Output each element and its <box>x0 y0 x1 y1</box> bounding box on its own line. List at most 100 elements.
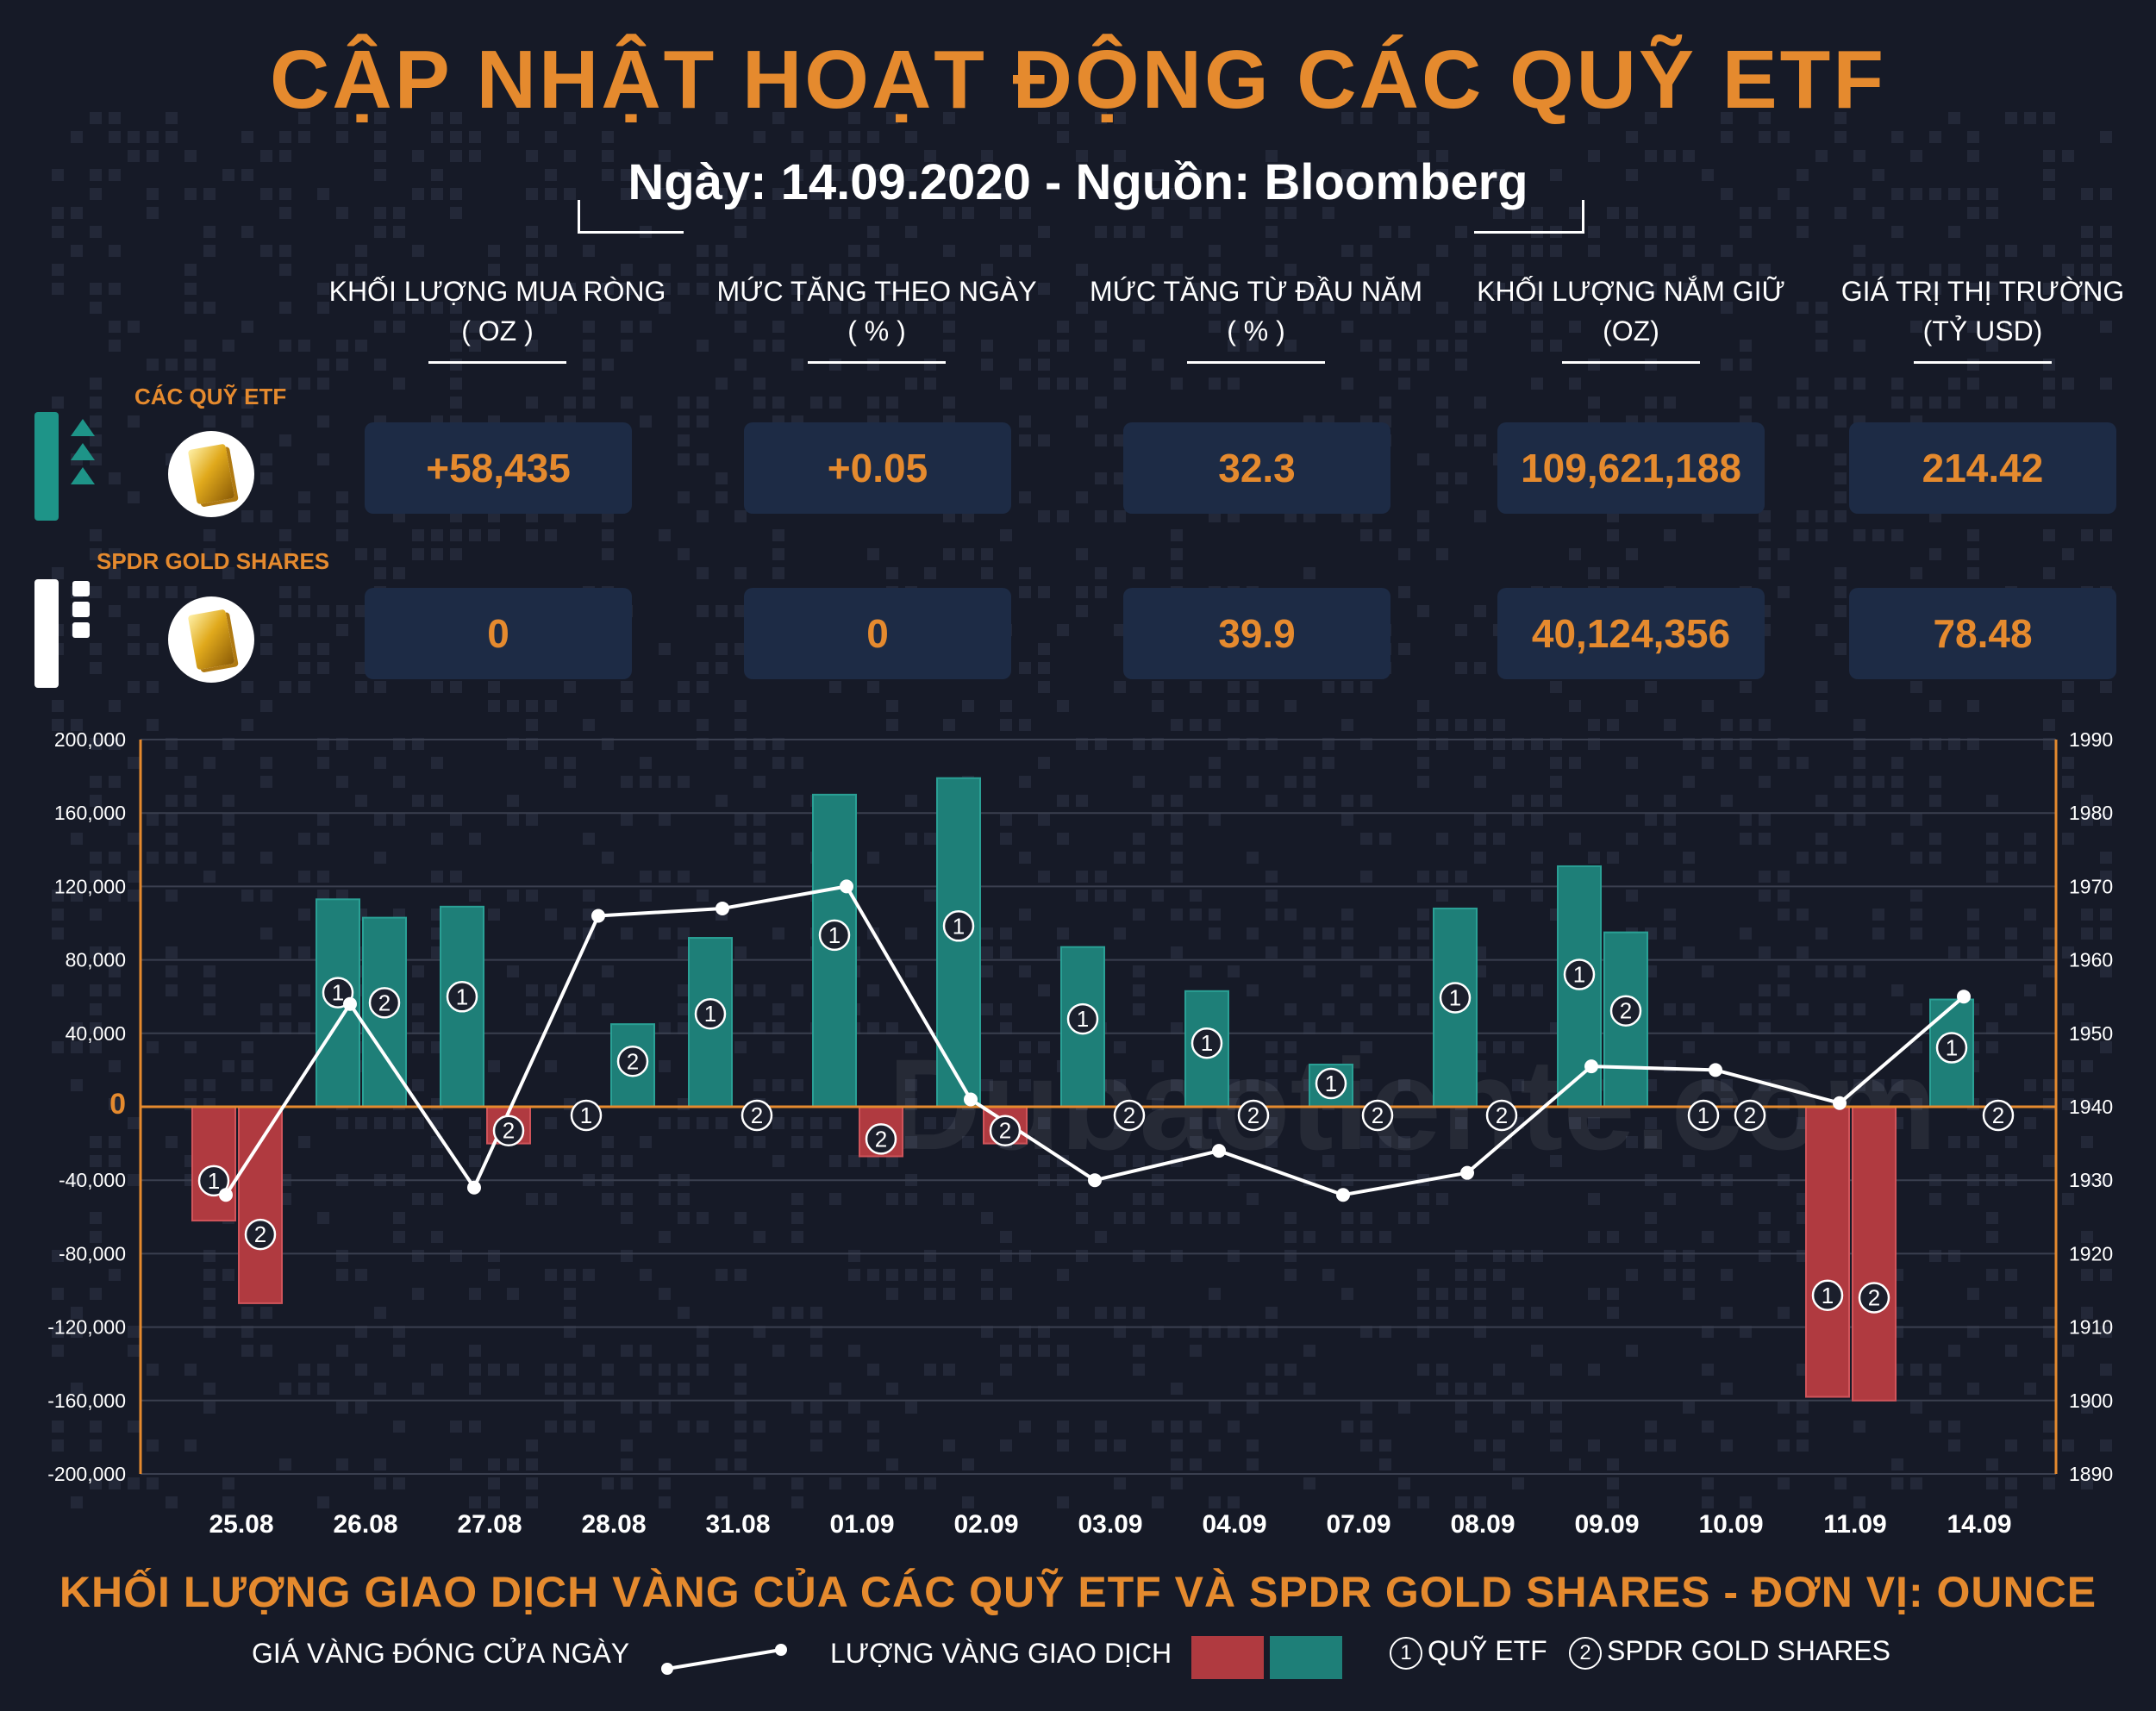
map-dot <box>1740 207 1752 219</box>
map-dot <box>526 340 538 352</box>
series-marker-label: 1 <box>1573 962 1585 988</box>
map-dot <box>1322 302 1334 314</box>
map-dot <box>1474 510 1486 522</box>
map-dot <box>1664 909 1676 921</box>
map-dot <box>374 548 386 560</box>
map-dot <box>1474 605 1486 617</box>
map-dot <box>1360 738 1372 750</box>
map-dot <box>241 131 253 143</box>
map-dot <box>1341 321 1353 333</box>
map-dot <box>1057 131 1069 143</box>
y-right-tick-label: 1920 <box>2069 1242 2113 1265</box>
map-dot <box>2043 738 2055 750</box>
map-dot <box>260 245 272 257</box>
map-dot <box>1815 529 1828 541</box>
map-dot <box>1247 1079 1259 1091</box>
map-dot <box>1683 871 1695 883</box>
map-dot <box>1759 131 1771 143</box>
map-dot <box>1815 700 1828 712</box>
map-dot <box>1417 757 1429 769</box>
map-dot <box>241 169 253 181</box>
map-dot <box>734 757 747 769</box>
map-dot <box>564 927 576 940</box>
map-dot <box>1114 378 1126 390</box>
map-dot <box>1474 814 1486 826</box>
map-dot <box>1303 567 1315 579</box>
map-dot <box>1531 984 1543 996</box>
map-dot <box>1265 795 1278 807</box>
map-dot <box>71 719 83 731</box>
map-dot <box>1759 1003 1771 1015</box>
y-right-tick-label: 1900 <box>2069 1389 2113 1412</box>
map-dot <box>678 1022 690 1034</box>
map-dot <box>1797 302 1809 314</box>
map-dot <box>2100 245 2112 257</box>
map-dot <box>1152 169 1164 181</box>
map-dot <box>1038 1041 1050 1053</box>
map-dot <box>1853 719 1865 731</box>
map-dot <box>1133 738 1145 750</box>
series-marker-label: 2 <box>999 1118 1011 1144</box>
bar-1 <box>191 1106 236 1222</box>
map-dot <box>791 131 803 143</box>
map-dot <box>1550 738 1562 750</box>
map-dot <box>355 605 367 617</box>
map-dot <box>1872 169 1884 181</box>
map-dot <box>1436 415 1448 428</box>
map-dot <box>1834 112 1847 124</box>
map-dot <box>1341 1022 1353 1034</box>
map-dot <box>1019 1041 1031 1053</box>
map-dot <box>109 1060 121 1072</box>
map-dot <box>336 776 348 788</box>
map-dot <box>1683 283 1695 295</box>
map-dot <box>1910 814 1922 826</box>
map-dot <box>1853 814 1865 826</box>
map-dot <box>52 700 64 712</box>
bar-1 <box>1805 1106 1850 1398</box>
map-dot <box>1455 226 1467 238</box>
map-dot <box>1986 188 1998 200</box>
map-dot <box>241 719 253 731</box>
map-dot <box>1436 150 1448 162</box>
map-dot <box>2062 776 2074 788</box>
map-dot <box>1948 264 1960 276</box>
map-dot <box>1967 378 1979 390</box>
map-dot <box>1721 738 1733 750</box>
map-dot <box>583 340 595 352</box>
x-tick-label: 07.09 <box>1326 1510 1390 1539</box>
map-dot <box>2081 529 2093 541</box>
map-dot <box>1303 965 1315 977</box>
map-dot <box>1929 852 1941 864</box>
map-dot <box>640 169 652 181</box>
map-dot <box>1114 510 1126 522</box>
map-dot <box>867 131 879 143</box>
map-dot <box>1171 529 1183 541</box>
map-dot <box>2043 150 2055 162</box>
map-dot <box>1209 757 1221 769</box>
map-dot <box>90 302 102 314</box>
map-dot <box>697 340 709 352</box>
map-dot <box>753 1079 766 1091</box>
map-dot <box>128 757 140 769</box>
map-dot <box>1019 415 1031 428</box>
map-dot <box>1057 321 1069 333</box>
map-dot <box>1455 340 1467 352</box>
map-dot <box>203 757 216 769</box>
map-dot <box>1019 1060 1031 1072</box>
map-dot <box>564 397 576 409</box>
map-dot <box>393 567 405 579</box>
map-dot <box>393 207 405 219</box>
map-dot <box>109 605 121 617</box>
series-marker-label: 1 <box>456 984 468 1009</box>
map-dot <box>374 321 386 333</box>
map-dot <box>1171 833 1183 845</box>
map-dot <box>355 681 367 693</box>
map-dot <box>279 245 291 257</box>
map-dot <box>222 795 234 807</box>
series-marker-label: 2 <box>875 1126 887 1152</box>
map-dot <box>1228 965 1240 977</box>
map-dot <box>1417 605 1429 617</box>
map-dot <box>393 302 405 314</box>
map-dot <box>1095 738 1107 750</box>
map-dot <box>1891 833 1903 845</box>
